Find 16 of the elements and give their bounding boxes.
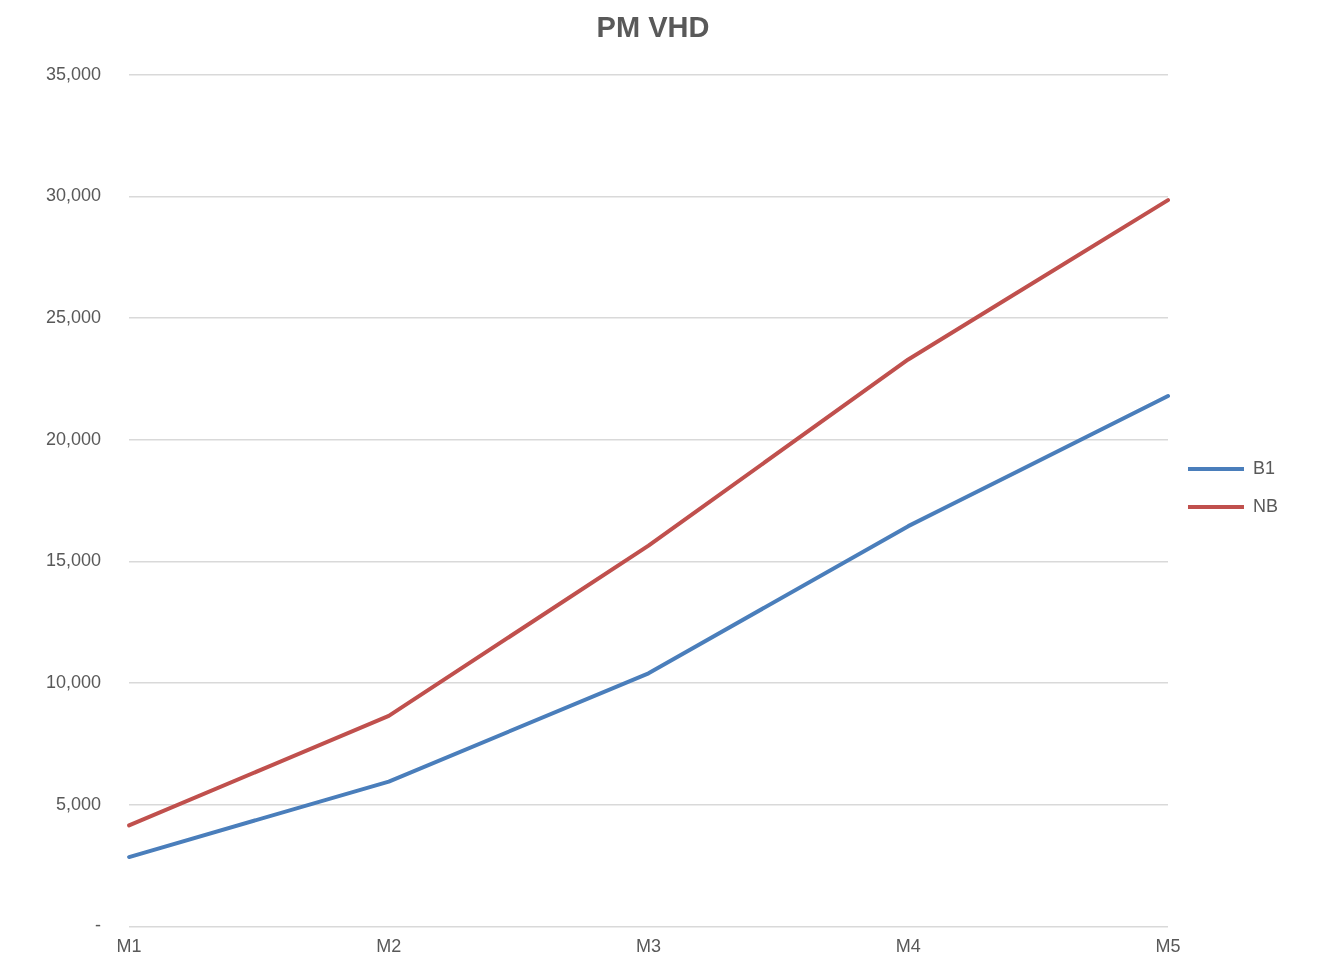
legend-label: NB xyxy=(1253,495,1279,516)
x-tick-label: M5 xyxy=(1155,936,1181,957)
y-tick-label: 10,000 xyxy=(45,672,102,693)
y-tick-label: 15,000 xyxy=(45,550,102,571)
x-tick-label: M1 xyxy=(116,936,142,957)
y-tick-label: 25,000 xyxy=(45,307,102,328)
y-tick-label: 5,000 xyxy=(56,793,102,814)
y-tick-label: 35,000 xyxy=(45,63,102,84)
y-tick-label: - xyxy=(95,915,102,936)
x-tick-label: M3 xyxy=(636,936,662,957)
legend-label: B1 xyxy=(1253,457,1276,478)
x-tick-label: M2 xyxy=(376,936,402,957)
y-tick-label: 30,000 xyxy=(45,185,102,206)
y-tick-label: 20,000 xyxy=(45,428,102,449)
x-tick-label: M4 xyxy=(895,936,921,957)
chart-title: PM VHD xyxy=(596,11,710,44)
